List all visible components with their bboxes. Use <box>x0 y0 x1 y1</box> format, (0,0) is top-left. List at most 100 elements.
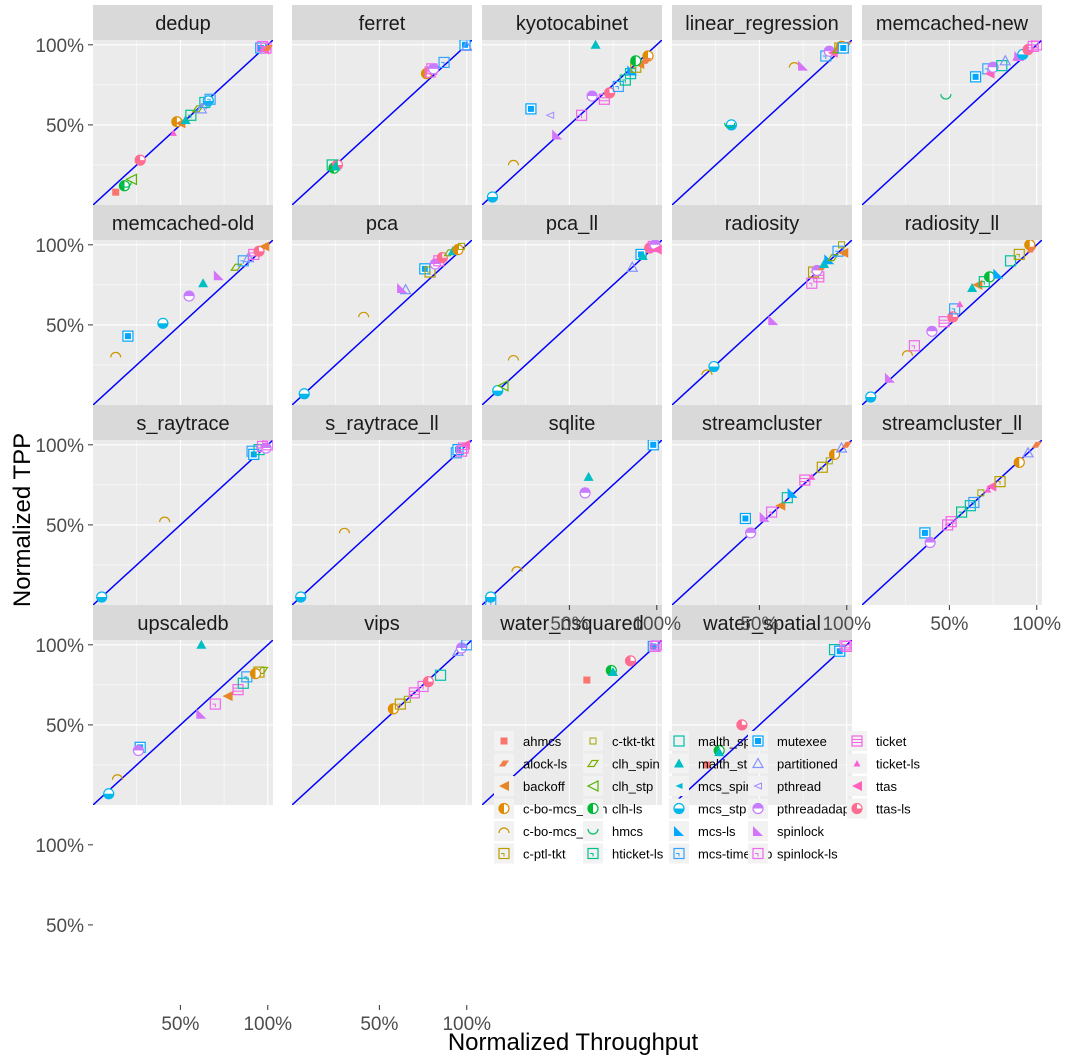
data-point <box>96 591 108 603</box>
reference-line <box>862 240 1042 405</box>
data-point <box>1021 446 1035 458</box>
y-tick-label: 50% <box>46 916 84 937</box>
data-point <box>438 56 450 69</box>
data-point <box>993 268 1004 279</box>
y-tick-label: 50% <box>46 116 84 137</box>
legend-item: ttas <box>847 776 897 796</box>
data-point <box>1017 48 1029 61</box>
panel-marks <box>482 440 662 605</box>
legend-label: hticket-ls <box>612 847 664 862</box>
data-point <box>651 244 662 255</box>
reference-line <box>482 440 662 605</box>
legend-key <box>583 821 603 841</box>
panel-marks <box>482 40 662 205</box>
facet-panel: ferret <box>292 5 472 205</box>
data-point <box>579 487 591 499</box>
facet-panel: memcached-old <box>93 205 273 405</box>
data-point <box>603 87 616 99</box>
data-point <box>798 60 809 71</box>
data-point <box>826 254 839 262</box>
data-point <box>422 676 434 688</box>
data-point <box>949 303 961 315</box>
data-point <box>545 111 555 120</box>
data-point <box>977 489 985 497</box>
facet-title: upscaledb <box>137 613 228 635</box>
data-point <box>576 109 588 121</box>
data-point <box>397 283 408 294</box>
legend-label: spinlock <box>777 824 824 839</box>
facet-strip <box>862 405 1042 440</box>
y-tick-label: 100% <box>35 236 84 257</box>
data-point <box>198 278 209 288</box>
facet-panel: water_nsquared <box>482 605 662 805</box>
data-point <box>1013 248 1025 261</box>
panel-marks <box>93 440 273 605</box>
data-point <box>968 496 980 509</box>
data-point <box>806 277 818 289</box>
facet-title: pca_ll <box>546 213 598 235</box>
legend-item: ticket-ls <box>847 753 921 774</box>
facet-title: radiosity_ll <box>905 213 999 235</box>
facet-strip <box>93 605 273 640</box>
data-point <box>183 290 195 302</box>
facet-title: s_raytrace_ll <box>325 413 438 435</box>
x-axis-title: Normalized Throughput <box>448 1029 699 1056</box>
legend-label: clh_spin <box>612 757 660 772</box>
legend-label: clh-ls <box>612 802 643 817</box>
data-point <box>828 448 841 461</box>
facet-panel: dedup <box>93 5 273 205</box>
facet-panel: radiosity_ll <box>862 205 1042 405</box>
facet-strip <box>292 205 472 240</box>
facet-strip <box>672 205 852 240</box>
legend-item: mcs_spin <box>669 776 753 796</box>
y-tick-label: 50% <box>46 716 84 737</box>
data-point <box>260 442 272 454</box>
data-point <box>169 129 177 136</box>
panel-marks <box>93 40 273 205</box>
x-tick-label: 50% <box>161 1014 199 1035</box>
facet-strip <box>482 205 662 240</box>
data-point <box>987 61 999 73</box>
reference-line <box>93 440 273 605</box>
legend-label: c-tkt-tkt <box>612 734 655 749</box>
data-point <box>999 54 1012 66</box>
facet-title: s_raytrace <box>136 413 229 435</box>
legend-label: pthreadadapt <box>777 802 854 817</box>
data-point <box>507 159 520 166</box>
panel-marks <box>862 240 1042 405</box>
x-tick-label: 100% <box>822 614 871 635</box>
x-tick-label: 100% <box>632 614 681 635</box>
data-point <box>865 391 877 403</box>
data-point <box>583 676 591 684</box>
legend-item: backoff <box>494 776 565 796</box>
facet-strip <box>93 405 273 440</box>
data-point <box>787 487 798 498</box>
data-point <box>338 527 351 534</box>
data-point <box>768 315 779 326</box>
data-point <box>612 80 624 93</box>
facet-title: kyotocabinet <box>516 13 629 35</box>
data-point <box>816 461 828 473</box>
data-point <box>507 355 520 361</box>
facet-title: water_nsquared <box>499 613 643 635</box>
facet-strip <box>292 605 472 640</box>
panel-marks <box>862 40 1042 205</box>
x-tick-label: 100% <box>243 1014 292 1035</box>
facet-strip <box>482 405 662 440</box>
data-point <box>237 677 249 689</box>
legend-item: clh_spin <box>583 753 660 774</box>
data-point <box>1031 40 1042 51</box>
data-point <box>1026 246 1037 253</box>
legend-label: ticket <box>876 734 907 749</box>
data-point <box>486 191 499 203</box>
facet-strip <box>672 605 852 640</box>
data-point <box>590 40 601 49</box>
y-tick-label: 100% <box>35 636 84 657</box>
x-tick-label: 100% <box>442 1014 491 1035</box>
data-point <box>213 270 224 281</box>
legend-label: mcs_stp <box>698 802 746 817</box>
data-point <box>924 536 936 549</box>
data-point <box>838 241 846 249</box>
data-point <box>525 103 537 115</box>
data-point <box>766 506 778 518</box>
